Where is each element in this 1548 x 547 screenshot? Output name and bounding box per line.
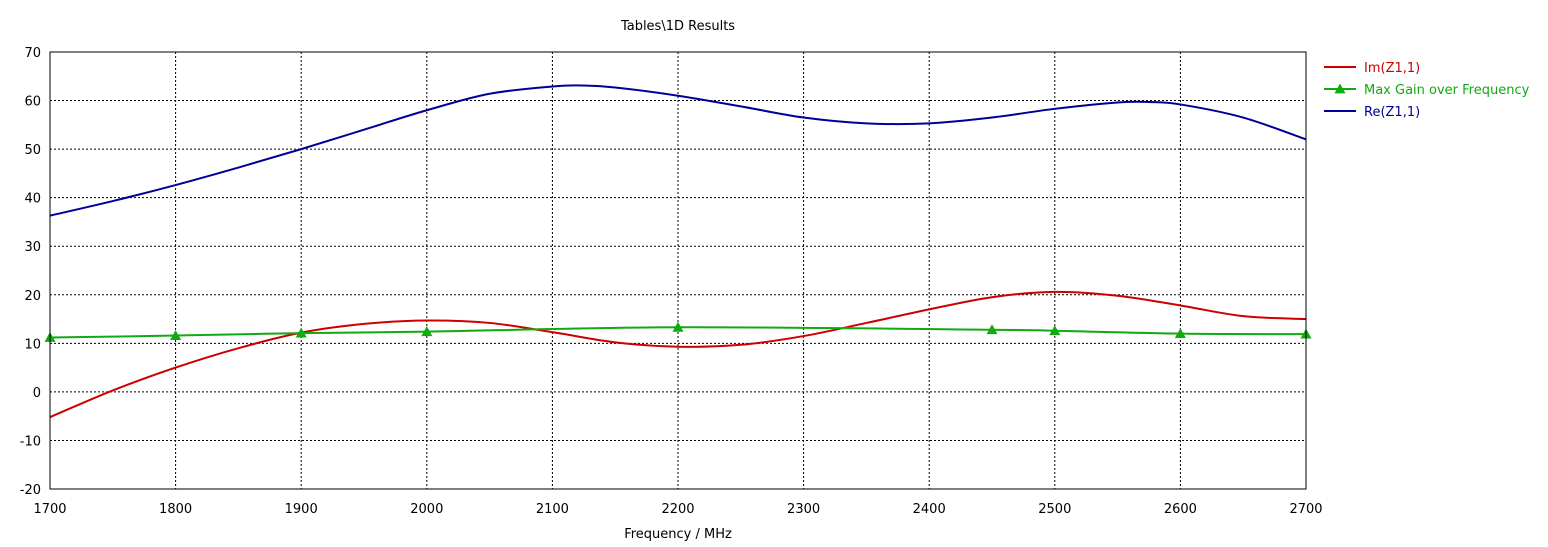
series-line-re-z1-1 bbox=[49, 84, 1307, 217]
series-point-max-gain-over-frequency bbox=[1174, 328, 1186, 339]
series-point-max-gain-over-frequency bbox=[421, 326, 433, 337]
legend[interactable]: Im(Z1,1) Max Gain over Frequency Re(Z1,1) bbox=[1324, 61, 1530, 120]
legend-item-re-z1-1[interactable]: Re(Z1,1) bbox=[1324, 105, 1420, 120]
y-tick-label: -10 bbox=[20, 434, 41, 449]
x-tick-label: 2600 bbox=[1164, 502, 1197, 517]
chart-title: Tables\1D Results bbox=[620, 19, 735, 34]
y-tick-label: 0 bbox=[33, 386, 41, 401]
y-tick-label: 60 bbox=[24, 95, 41, 110]
y-tick-labels: -20 -10 0 10 20 30 40 50 60 70 bbox=[20, 46, 41, 498]
plot-frame bbox=[49, 51, 1307, 490]
series-point-max-gain-over-frequency bbox=[672, 321, 684, 332]
y-tick-label: 40 bbox=[24, 192, 41, 207]
x-tick-labels: 1700 1800 1900 2000 2100 2200 2300 2400 2500 2600… bbox=[33, 502, 1322, 517]
x-tick-label: 2000 bbox=[410, 502, 443, 517]
x-tick-label: 2100 bbox=[536, 502, 569, 517]
x-tick-label: 1900 bbox=[285, 502, 318, 517]
x-axis-label: Frequency / MHz bbox=[624, 527, 732, 542]
x-tick-label: 2200 bbox=[661, 502, 694, 517]
x-tick-label: 1800 bbox=[159, 502, 192, 517]
legend-label: Im(Z1,1) bbox=[1364, 61, 1420, 76]
legend-marker bbox=[1334, 83, 1346, 94]
grid-lines bbox=[50, 52, 1306, 489]
x-tick-label: 2500 bbox=[1038, 502, 1071, 517]
x-tick-label: 2300 bbox=[787, 502, 820, 517]
y-tick-label: 50 bbox=[24, 143, 41, 158]
y-tick-label: 30 bbox=[24, 240, 41, 255]
y-tick-label: 20 bbox=[24, 289, 41, 304]
x-tick-label: 2700 bbox=[1289, 502, 1322, 517]
series-point-max-gain-over-frequency bbox=[170, 330, 182, 340]
legend-label: Max Gain over Frequency bbox=[1364, 83, 1530, 98]
series-line-im-z1-1 bbox=[49, 290, 1307, 419]
legend-item-max-gain-over-frequency[interactable]: Max Gain over Frequency bbox=[1324, 83, 1530, 98]
legend-label: Re(Z1,1) bbox=[1364, 105, 1420, 120]
series-point-max-gain-over-frequency bbox=[1049, 325, 1061, 336]
legend-item-im-z1-1[interactable]: Im(Z1,1) bbox=[1324, 61, 1420, 76]
y-tick-label: 70 bbox=[24, 46, 41, 61]
x-tick-label: 1700 bbox=[33, 502, 66, 517]
series-point-max-gain-over-frequency bbox=[295, 327, 307, 338]
y-tick-label: -20 bbox=[20, 483, 41, 498]
x-tick-label: 2400 bbox=[913, 502, 946, 517]
y-tick-label: 10 bbox=[24, 337, 41, 352]
series-point-max-gain-over-frequency bbox=[986, 324, 998, 335]
